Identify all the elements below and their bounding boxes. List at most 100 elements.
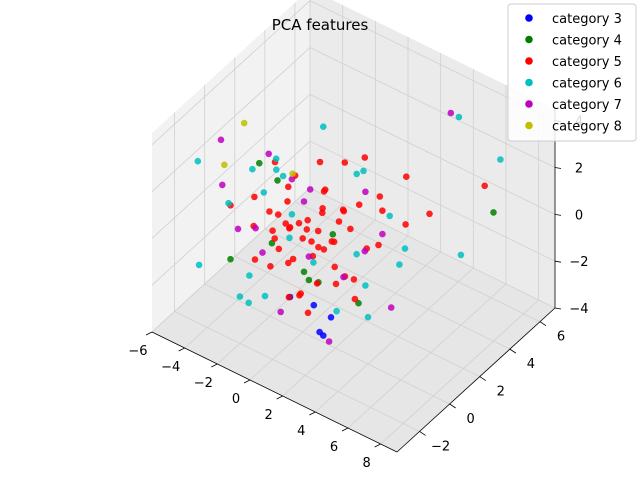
data-point-series-3: [274, 211, 282, 218]
data-point-series-3: [328, 238, 336, 245]
legend-label: category 3: [552, 12, 622, 27]
data-point-series-3: [316, 158, 324, 166]
data-point-series-4: [364, 313, 372, 321]
data-point-series-3: [285, 183, 292, 191]
z-tick-label: 0: [575, 208, 583, 223]
grid-line-z: [309, 187, 556, 309]
data-point-series-5: [340, 273, 347, 281]
y-tick-mark: [539, 321, 547, 327]
x-tick-label: 0: [232, 392, 240, 407]
data-point-series-4: [261, 292, 269, 300]
data-point-series-4: [360, 167, 367, 175]
y-tick-label: 4: [527, 357, 535, 372]
grid-line-z: [151, 47, 311, 192]
data-point-series-3: [320, 188, 328, 195]
data-point-series-3: [251, 256, 259, 263]
y-axis-line: [396, 307, 556, 453]
data-point-series-3: [379, 207, 386, 214]
data-point-series-3: [271, 235, 279, 242]
y-tick-mark: [479, 376, 486, 381]
legend-label: category 4: [552, 34, 622, 49]
data-point-series-5: [305, 253, 313, 260]
data-point-series-5: [252, 224, 259, 232]
data-point-series-5: [362, 188, 369, 196]
data-point-series-4: [246, 272, 253, 279]
chart-title: PCA features: [272, 16, 369, 34]
legend: category 3 category 4 category 5 category 6…: [507, 3, 637, 142]
data-point-series-2: [300, 268, 308, 276]
x-tick-label: 6: [330, 440, 338, 455]
x-tick-mark: [211, 363, 218, 368]
grid-line-x: [282, 251, 441, 397]
data-point-series-4: [362, 282, 369, 289]
y-tick-label: −2: [431, 439, 450, 454]
pane-floor: [152, 188, 555, 452]
x-tick-label: 4: [297, 424, 305, 439]
data-point-series-4: [396, 261, 403, 268]
grid-line-x: [184, 203, 343, 349]
legend-marker: [525, 100, 533, 108]
data-point-series-2: [329, 231, 337, 238]
data-point-series-6: [240, 119, 248, 127]
data-point-series-3: [361, 154, 369, 161]
data-point-series-4: [236, 293, 244, 300]
data-point-series-3: [308, 238, 315, 245]
z-tick-mark: [554, 307, 562, 310]
data-point-series-4: [260, 189, 268, 196]
axes-lines: [145, 109, 562, 453]
data-point-series-5: [234, 225, 242, 233]
grid-line-y: [234, 256, 480, 377]
grid-line-x: [249, 235, 409, 381]
data-point-series-4: [457, 251, 465, 259]
data-point-series-3: [481, 182, 489, 190]
x-tick-label: −4: [161, 360, 180, 375]
data-point-series-4: [194, 157, 202, 165]
data-point-series-5: [277, 308, 285, 316]
data-point-series-3: [314, 227, 322, 235]
grid-line-x: [380, 299, 539, 445]
x-tick-mark: [243, 379, 251, 384]
legend-box: [507, 3, 637, 142]
x-tick-label: −6: [128, 344, 147, 359]
data-point-series-3: [376, 193, 384, 200]
data-point-series-3: [313, 280, 321, 287]
data-point-series-5: [300, 198, 308, 205]
data-point-series-5: [325, 338, 333, 345]
data-point-series-3: [351, 295, 359, 303]
data-point-series-4: [497, 156, 504, 163]
data-point-series-3: [403, 173, 410, 180]
z-tick-label: −2: [569, 255, 588, 270]
data-point-series-4: [386, 212, 394, 220]
grid-line-x: [315, 267, 474, 413]
data-point-series-3: [375, 241, 382, 249]
data-point-series-5: [361, 247, 369, 255]
data-point-series-2: [490, 209, 497, 216]
data-point-series-4: [455, 113, 463, 121]
y-tick-label: 0: [467, 412, 475, 427]
data-point-series-3: [286, 224, 294, 231]
z-tick-label: −4: [569, 302, 588, 317]
x-axis-line: [151, 331, 398, 453]
x-tick-mark: [341, 427, 349, 432]
z-tick-mark: [554, 260, 562, 263]
data-point-series-5: [259, 249, 266, 256]
grid-line-z: [309, 47, 556, 168]
data-point-series-2: [255, 159, 263, 167]
data-point-series-5: [217, 136, 225, 144]
data-point-series-3: [426, 210, 433, 218]
data-point-series-1: [327, 314, 335, 321]
data-point-series-5: [379, 230, 386, 238]
data-point-series-3: [289, 255, 297, 263]
legend-marker: [525, 35, 533, 44]
legend-label: category 6: [552, 77, 622, 92]
data-point-series-3: [282, 220, 290, 227]
legend-label: category 5: [552, 55, 622, 70]
data-point-series-5: [219, 181, 226, 189]
data-point-series-3: [266, 208, 273, 215]
data-point-series-6: [289, 170, 296, 177]
legend-marker: [525, 121, 533, 130]
data-point-series-5: [306, 186, 314, 193]
data-point-series-3: [295, 219, 303, 227]
data-point-series-3: [347, 225, 354, 233]
